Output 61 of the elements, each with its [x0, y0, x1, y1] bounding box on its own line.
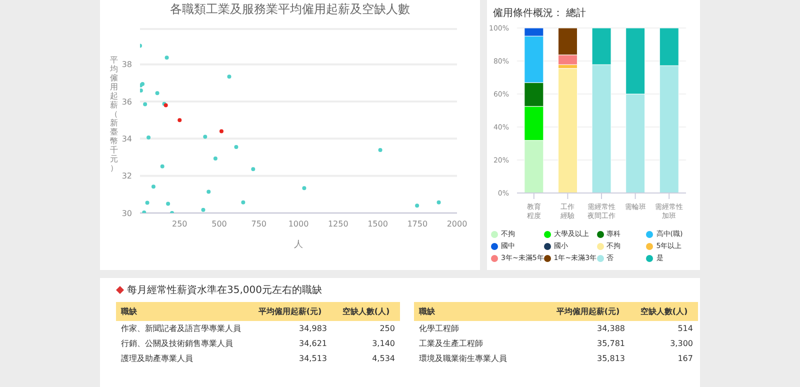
point [146, 136, 151, 140]
x-tick-label: 250 [172, 220, 188, 229]
text: 250 [378, 323, 396, 335]
text: 3,140 [371, 338, 396, 350]
point [151, 184, 156, 189]
point [142, 210, 146, 213]
text: 每月經常性薪資水準在35,000元左右的職缺 [127, 284, 322, 297]
chart-title: 各職類工業及服務業平均僱用起薪及空缺人數 [169, 1, 411, 18]
point [302, 186, 306, 190]
bar [558, 68, 578, 193]
text: 34,983 [298, 323, 328, 335]
point [234, 145, 238, 150]
text: 環境及職業衛生專業人員 [418, 353, 508, 365]
point [160, 164, 164, 168]
text: 35,813 [596, 353, 626, 365]
point [203, 134, 208, 139]
text: 167 [676, 353, 694, 365]
point [164, 56, 169, 60]
x-tick-label: 1000 [288, 220, 309, 229]
point [145, 200, 150, 205]
text: 4,534 [371, 353, 396, 365]
point [436, 200, 441, 204]
x-tick-label: 1250 [328, 220, 348, 229]
text: 平均僱用起薪（新臺幣千元） [110, 56, 118, 172]
chart-title: 僱用條件概況： 總計 [492, 6, 588, 21]
point [219, 129, 224, 134]
y-tick-label: 32 [122, 172, 132, 181]
x-tick-label: 2000 [446, 220, 468, 229]
point [178, 118, 182, 122]
x-tick-label: 1500 [368, 220, 388, 229]
point [415, 204, 420, 208]
text: 34,388 [596, 323, 626, 335]
text: 34,513 [298, 353, 328, 365]
point [206, 190, 211, 194]
point [143, 102, 148, 106]
point [140, 88, 143, 93]
point [166, 202, 170, 206]
y-tick-label: 36 [122, 97, 132, 106]
x-axis-title: 人 [294, 239, 303, 250]
text: 行銷、公關及技術銷售專業人員 [120, 338, 234, 350]
point [213, 156, 218, 161]
text: 34,621 [298, 338, 328, 350]
text: 35,781 [596, 338, 626, 350]
x-tick-label: 500 [212, 220, 227, 229]
text: 護理及助產專業人員 [120, 353, 194, 365]
point [227, 74, 232, 79]
text: 514 [676, 323, 694, 335]
y-tick-label: 34 [122, 134, 132, 144]
point [378, 148, 382, 152]
text: 作家、新聞記者及語言學專業人員 [120, 323, 242, 335]
point [251, 167, 256, 172]
x-tick-label: 750 [251, 220, 267, 229]
y-tick-label: 30 [122, 208, 132, 218]
point [155, 91, 160, 96]
y-tick-label: 38 [122, 60, 132, 70]
point [201, 208, 206, 212]
text: 化學工程師 [418, 323, 460, 335]
text: 3,300 [669, 338, 694, 350]
text: 工業及生產工程師 [418, 338, 484, 350]
x-tick-label: 1750 [407, 220, 428, 229]
point [241, 200, 246, 204]
